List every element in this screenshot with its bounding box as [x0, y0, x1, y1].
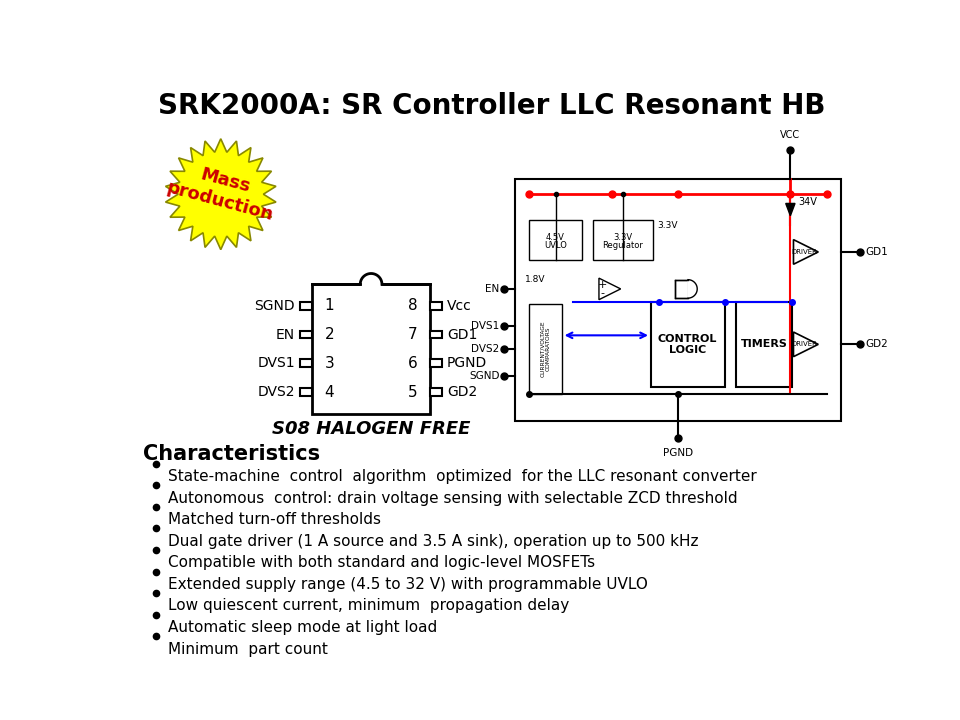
Text: -: - [600, 288, 604, 298]
FancyBboxPatch shape [516, 179, 841, 421]
FancyBboxPatch shape [529, 220, 582, 260]
Text: 3.3V: 3.3V [657, 221, 678, 230]
Text: 1.8V: 1.8V [524, 275, 545, 284]
FancyBboxPatch shape [736, 302, 792, 387]
Text: 6: 6 [408, 356, 418, 371]
Text: GD2: GD2 [866, 339, 888, 349]
Polygon shape [599, 278, 621, 300]
Text: 8: 8 [408, 298, 418, 313]
Text: DVS1: DVS1 [471, 321, 500, 331]
FancyBboxPatch shape [300, 330, 312, 338]
Text: State-machine  control  algorithm  optimized  for the LLC resonant converter: State-machine control algorithm optimize… [168, 469, 756, 484]
Text: TIMERS: TIMERS [740, 339, 787, 349]
Text: UVLO: UVLO [544, 241, 567, 251]
Text: Extended supply range (4.5 to 32 V) with programmable UVLO: Extended supply range (4.5 to 32 V) with… [168, 577, 648, 592]
Text: Compatible with both standard and logic-level MOSFETs: Compatible with both standard and logic-… [168, 555, 595, 570]
Text: SGND: SGND [254, 299, 295, 313]
Text: Automatic sleep mode at light load: Automatic sleep mode at light load [168, 620, 438, 635]
Text: SRK2000A: SR Controller LLC Resonant HB: SRK2000A: SR Controller LLC Resonant HB [158, 91, 826, 120]
Text: Mass
production: Mass production [164, 158, 280, 224]
FancyBboxPatch shape [300, 302, 312, 310]
Text: GD1: GD1 [866, 247, 888, 257]
Text: 2: 2 [324, 327, 334, 342]
Text: 3: 3 [324, 356, 334, 371]
Text: +: + [597, 280, 607, 290]
Polygon shape [794, 332, 818, 356]
Text: Characteristics: Characteristics [143, 444, 321, 464]
Text: 4.5V: 4.5V [546, 233, 565, 242]
FancyBboxPatch shape [651, 302, 725, 387]
Text: Minimum  part count: Minimum part count [168, 642, 328, 657]
FancyBboxPatch shape [529, 304, 562, 395]
Text: 1: 1 [324, 298, 334, 313]
Text: 34V: 34V [798, 197, 817, 207]
Text: Matched turn-off thresholds: Matched turn-off thresholds [168, 512, 381, 527]
FancyBboxPatch shape [430, 302, 443, 310]
Text: GD2: GD2 [447, 385, 477, 399]
Text: SGND: SGND [469, 372, 500, 381]
FancyBboxPatch shape [300, 388, 312, 396]
Text: 3.3V: 3.3V [613, 233, 633, 242]
Text: 5: 5 [408, 384, 418, 400]
Text: DVS2: DVS2 [257, 385, 295, 399]
Text: S08 HALOGEN FREE: S08 HALOGEN FREE [272, 420, 470, 438]
Text: PGND: PGND [663, 448, 693, 457]
Text: PGND: PGND [447, 356, 488, 370]
Text: Regulator: Regulator [603, 241, 643, 251]
Text: CURRENT/VOLTAGE
COMPARATORS: CURRENT/VOLTAGE COMPARATORS [540, 320, 551, 377]
Polygon shape [794, 240, 818, 264]
Text: Dual gate driver (1 A source and 3.5 A sink), operation up to 500 kHz: Dual gate driver (1 A source and 3.5 A s… [168, 534, 699, 549]
FancyBboxPatch shape [430, 388, 443, 396]
Polygon shape [688, 279, 697, 298]
Polygon shape [785, 204, 795, 216]
Text: EN: EN [486, 284, 500, 294]
FancyBboxPatch shape [312, 284, 430, 414]
FancyBboxPatch shape [430, 359, 443, 367]
Polygon shape [165, 139, 276, 250]
Text: GD1: GD1 [447, 328, 477, 341]
Text: DVS1: DVS1 [257, 356, 295, 370]
FancyBboxPatch shape [675, 279, 688, 298]
Text: CONTROL
LOGIC: CONTROL LOGIC [658, 333, 717, 355]
Text: Autonomous  control: drain voltage sensing with selectable ZCD threshold: Autonomous control: drain voltage sensin… [168, 490, 737, 505]
Text: EN: EN [276, 328, 295, 341]
Text: Vcc: Vcc [447, 299, 471, 313]
FancyBboxPatch shape [592, 220, 653, 260]
Text: 7: 7 [408, 327, 418, 342]
Text: VCC: VCC [780, 130, 801, 140]
Text: 4: 4 [324, 384, 334, 400]
FancyBboxPatch shape [300, 359, 312, 367]
FancyBboxPatch shape [430, 330, 443, 338]
Text: DVS2: DVS2 [471, 344, 500, 354]
Text: DRIVER: DRIVER [791, 341, 817, 347]
Text: Low quiescent current, minimum  propagation delay: Low quiescent current, minimum propagati… [168, 598, 569, 613]
Text: DRIVER: DRIVER [791, 249, 817, 255]
